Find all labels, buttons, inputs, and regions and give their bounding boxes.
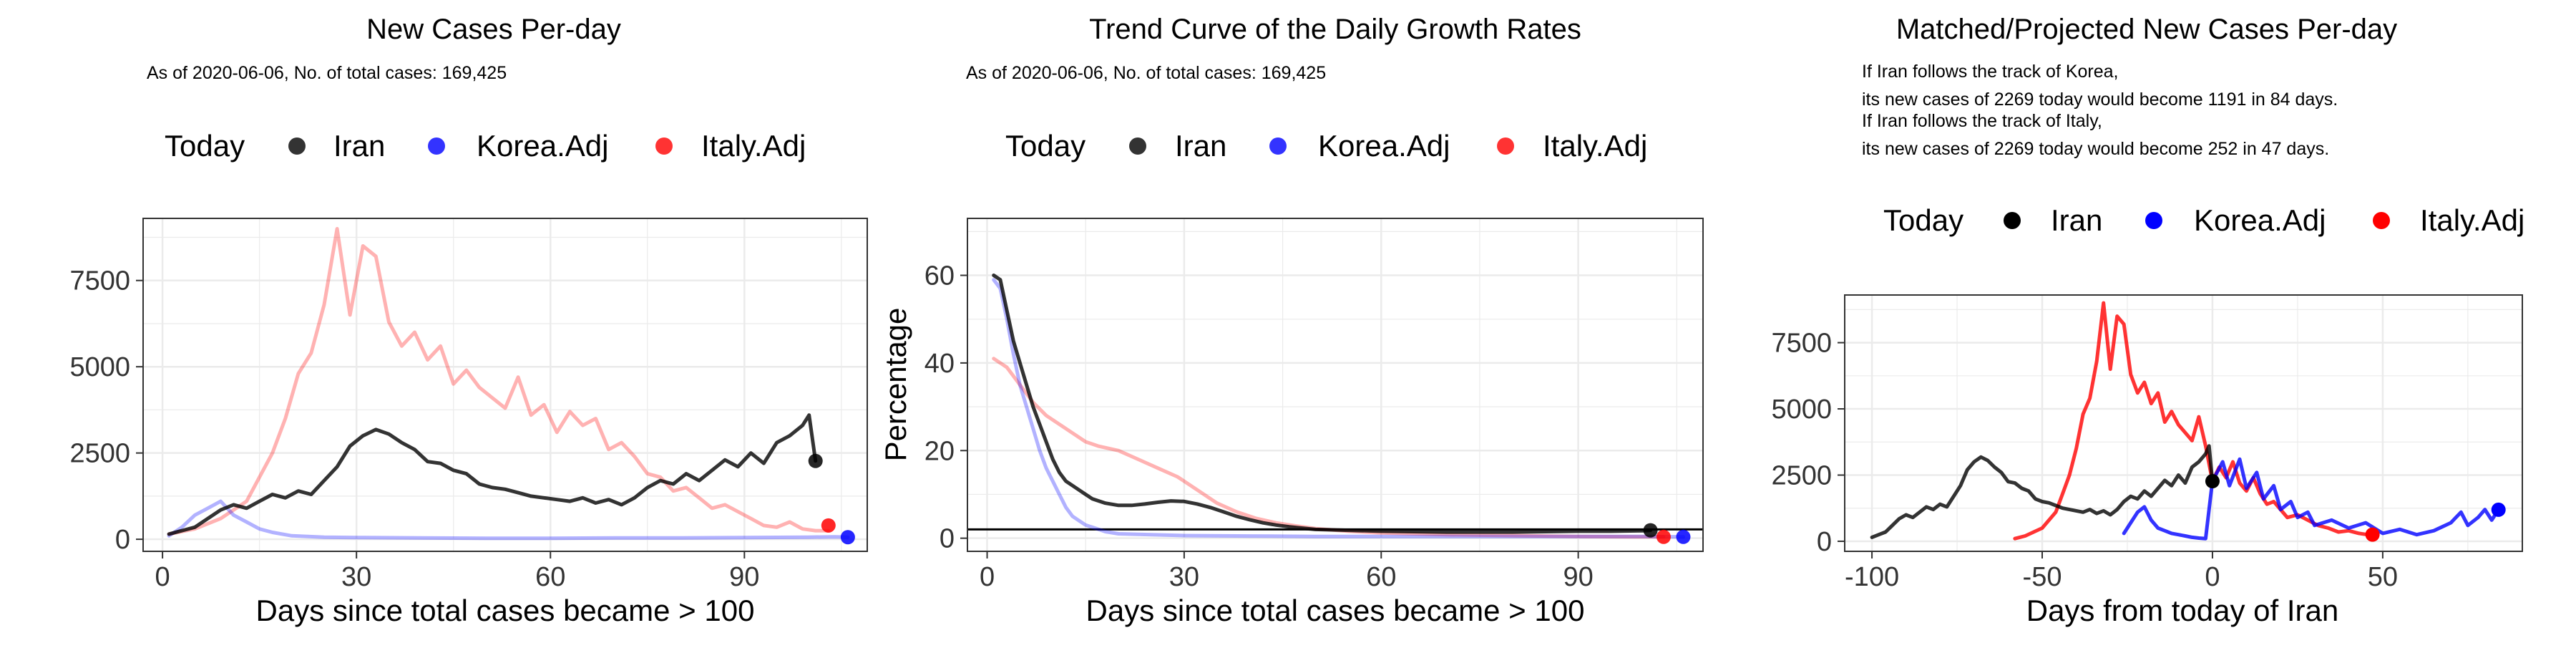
y-tick-label: 7500 bbox=[69, 266, 130, 296]
legend-2: Today Iran Korea.Adj Italy.Adj bbox=[1005, 129, 1647, 163]
y-tick-label: 60 bbox=[924, 261, 955, 291]
legend-key-iran-1 bbox=[288, 137, 306, 155]
legend-label-iran-3: Iran bbox=[2051, 203, 2102, 237]
legend-key-iran-2 bbox=[1129, 137, 1146, 155]
series-line-korea bbox=[2122, 457, 2501, 541]
panel-2: Trend Curve of the Daily Growth Rates As… bbox=[879, 14, 1704, 627]
legend-label-iran-2: Iran bbox=[1175, 129, 1226, 163]
series-line-korea bbox=[992, 278, 1685, 539]
x-tick-label: 0 bbox=[155, 562, 170, 592]
legend-title-2: Today bbox=[1005, 129, 1085, 163]
chart-title-3: Matched/Projected New Cases Per-day bbox=[1896, 14, 2397, 45]
today-point-iran bbox=[808, 453, 823, 468]
plot-grid-2 bbox=[967, 218, 1703, 551]
series-line-iran bbox=[167, 413, 818, 536]
plot-lines-1 bbox=[167, 227, 855, 545]
plot-frame-2 bbox=[967, 218, 1704, 552]
annotation-line-2: its new cases of 2269 today would become… bbox=[1862, 90, 2338, 110]
legend-label-italy-2: Italy.Adj bbox=[1543, 129, 1647, 163]
chart-subtitle-2: As of 2020-06-06, No. of total cases: 16… bbox=[966, 63, 1326, 83]
legend-label-italy-3: Italy.Adj bbox=[2420, 203, 2524, 237]
plot-grid-1 bbox=[143, 218, 867, 551]
y-tick-label: 20 bbox=[924, 436, 955, 466]
legend-key-korea-3 bbox=[2145, 212, 2162, 229]
y-tick-label: 0 bbox=[940, 524, 955, 554]
annotation-line-1: If Iran follows the track of Korea, bbox=[1862, 62, 2119, 82]
legend-label-italy-1: Italy.Adj bbox=[701, 129, 806, 163]
chart-subtitle-1: As of 2020-06-06, No. of total cases: 16… bbox=[147, 63, 507, 83]
plot-frame-3 bbox=[1844, 294, 2523, 552]
plot-axes-3: -100 -50 0 50 0 2500 5000 7500 bbox=[1771, 329, 2398, 592]
legend-key-italy-3 bbox=[2373, 212, 2390, 229]
x-tick-label: 0 bbox=[2205, 562, 2220, 592]
today-point-korea bbox=[840, 530, 855, 545]
legend-key-korea-2 bbox=[1269, 137, 1287, 155]
x-tick-label: 90 bbox=[729, 562, 759, 592]
legend-label-korea-3: Korea.Adj bbox=[2194, 203, 2326, 237]
today-point-iran bbox=[2205, 474, 2220, 489]
annotation-line-4: its new cases of 2269 today would become… bbox=[1862, 139, 2329, 159]
x-tick-label: 30 bbox=[1169, 562, 1199, 592]
today-point-korea bbox=[2491, 502, 2506, 517]
legend-label-korea-1: Korea.Adj bbox=[477, 129, 608, 163]
plot-axes-2: 0 30 60 90 0 20 40 60 bbox=[924, 261, 1594, 592]
plot-lines-2 bbox=[967, 274, 1703, 544]
x-tick-label: -100 bbox=[1845, 562, 1899, 592]
panel-1: New Cases Per-day As of 2020-06-06, No. … bbox=[69, 14, 868, 627]
legend-key-iran-3 bbox=[2004, 212, 2021, 229]
series-line-korea bbox=[167, 499, 850, 541]
x-tick-label: 60 bbox=[1366, 562, 1396, 592]
series-line-iran bbox=[1870, 444, 2215, 539]
y-tick-label: 7500 bbox=[1771, 329, 1832, 359]
legend-key-italy-2 bbox=[1497, 137, 1514, 155]
series-line-italy bbox=[167, 227, 831, 536]
y-tick-label: 5000 bbox=[69, 352, 130, 382]
legend-title-3: Today bbox=[1883, 203, 1963, 237]
today-point-italy bbox=[1656, 529, 1671, 544]
legend-label-iran-1: Iran bbox=[333, 129, 385, 163]
y-tick-label: 0 bbox=[115, 525, 130, 555]
chart-title-2: Trend Curve of the Daily Growth Rates bbox=[1089, 14, 1581, 45]
today-point-italy bbox=[2365, 527, 2380, 542]
x-tick-label: 90 bbox=[1563, 562, 1593, 592]
series-line-italy bbox=[992, 357, 1666, 539]
x-axis-label-1: Days since total cases became > 100 bbox=[256, 594, 755, 627]
plot-grid-3 bbox=[1845, 295, 2522, 551]
legend-key-korea-1 bbox=[428, 137, 445, 155]
legend-key-italy-1 bbox=[655, 137, 673, 155]
x-tick-label: 60 bbox=[535, 562, 565, 592]
legend-3: Today Iran Korea.Adj Italy.Adj bbox=[1883, 203, 2524, 237]
annotation-line-3: If Iran follows the track of Italy, bbox=[1862, 111, 2102, 131]
series-line-iran bbox=[992, 274, 1653, 534]
y-tick-label: 0 bbox=[1817, 527, 1832, 557]
x-tick-label: -50 bbox=[2023, 562, 2062, 592]
plot-frame-1 bbox=[142, 218, 868, 552]
today-point-italy bbox=[821, 518, 836, 533]
y-tick-label: 2500 bbox=[1771, 460, 1832, 490]
today-point-iran bbox=[1643, 523, 1658, 538]
plot-lines-3 bbox=[1870, 301, 2506, 542]
x-tick-label: 50 bbox=[2368, 562, 2398, 592]
legend-label-korea-2: Korea.Adj bbox=[1318, 129, 1450, 163]
x-tick-label: 30 bbox=[341, 562, 371, 592]
today-point-korea bbox=[1676, 529, 1691, 544]
y-tick-label: 5000 bbox=[1771, 395, 1832, 425]
series-line-italy bbox=[2013, 301, 2375, 541]
y-axis-label-2: Percentage bbox=[879, 308, 912, 462]
plot-axes-1: 0 30 60 90 0 2500 5000 7500 bbox=[69, 266, 759, 592]
chart-title-1: New Cases Per-day bbox=[366, 14, 621, 45]
x-axis-label-3: Days from today of Iran bbox=[2026, 594, 2339, 627]
y-tick-label: 2500 bbox=[69, 439, 130, 469]
legend-title-1: Today bbox=[165, 129, 245, 163]
panel-3: Matched/Projected New Cases Per-day If I… bbox=[1771, 14, 2524, 627]
legend-1: Today Iran Korea.Adj Italy.Adj bbox=[165, 129, 806, 163]
x-tick-label: 0 bbox=[980, 562, 995, 592]
x-axis-label-2: Days since total cases became > 100 bbox=[1086, 594, 1585, 627]
y-tick-label: 40 bbox=[924, 349, 955, 379]
